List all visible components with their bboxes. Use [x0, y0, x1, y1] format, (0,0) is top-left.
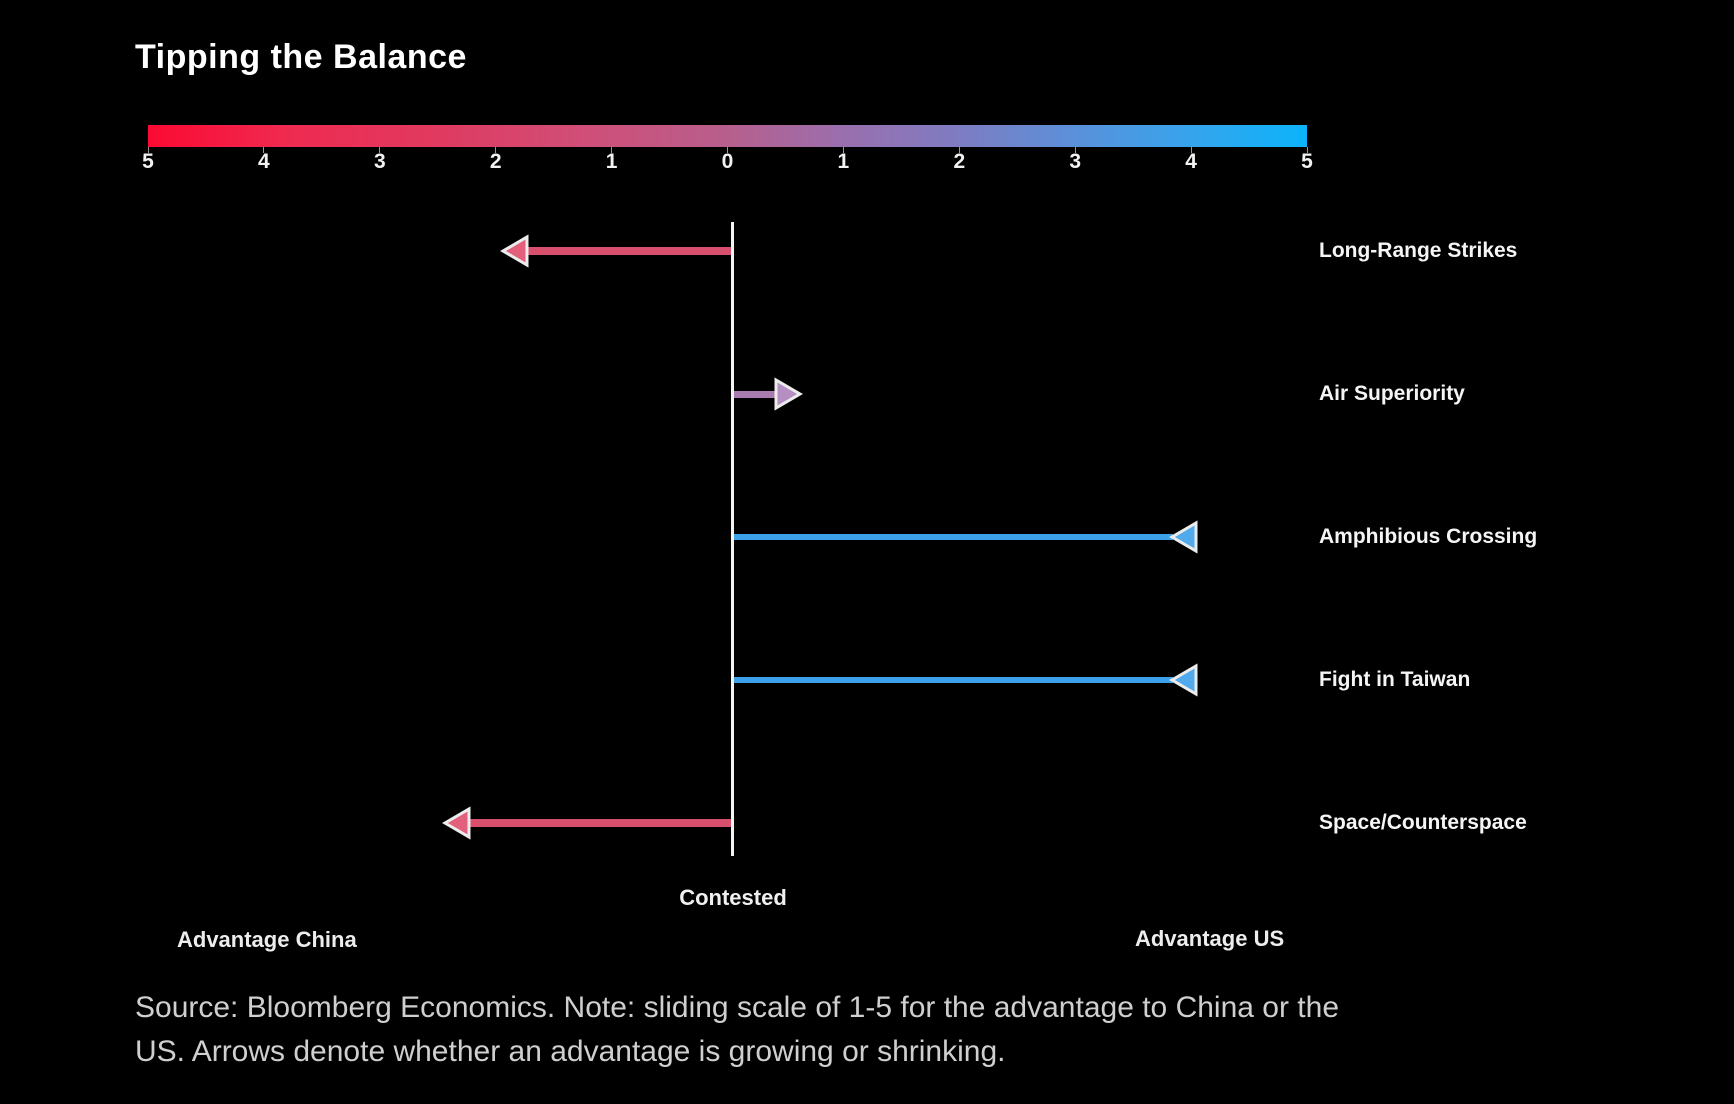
contested-label: Contested	[679, 885, 787, 910]
scale-tick-label: 4	[1185, 150, 1197, 173]
advantage-scale-gradient-bar	[148, 125, 1307, 147]
scale-tick-label: 5	[1301, 150, 1313, 173]
arrow-line	[734, 390, 777, 398]
scale-tick-mark	[611, 147, 613, 153]
arrow-head-icon	[1168, 663, 1199, 697]
category-label: Space/Counterspace	[1319, 811, 1527, 834]
category-label: Amphibious Crossing	[1319, 525, 1538, 548]
source-note: Source: Bloomberg Economics. Note: slidi…	[135, 986, 1575, 1074]
scale-tick-mark	[1074, 147, 1076, 153]
arrow-line	[526, 247, 734, 255]
arrow-line	[734, 677, 1173, 683]
source-note-line2: US. Arrows denote whether an advantage i…	[135, 1035, 1006, 1068]
scale-tick-label: 3	[373, 150, 386, 173]
scale-tick-label: 4	[258, 150, 270, 173]
arrow-line	[468, 819, 734, 827]
source-note-line1: Source: Bloomberg Economics. Note: slidi…	[135, 991, 1339, 1024]
scale-tick-mark	[379, 147, 381, 153]
category-label: Long-Range Strikes	[1319, 239, 1518, 262]
scale-tick-mark	[495, 147, 497, 153]
scale-tick-mark	[1190, 147, 1192, 153]
arrow-head-icon	[442, 806, 472, 840]
arrow-head-icon	[500, 234, 530, 268]
scale-tick-mark	[842, 147, 844, 153]
scale-tick-label: 1	[837, 150, 850, 173]
scale-tick-label: 2	[953, 150, 966, 173]
scale-tick-mark	[147, 147, 149, 153]
scale-tick-mark	[958, 147, 960, 153]
scale-tick-label: 2	[489, 150, 502, 173]
scale-tick-label: 0	[721, 150, 734, 173]
advantage-us-label: Advantage US	[1135, 926, 1285, 951]
scale-tick-label: 5	[142, 150, 154, 173]
contested-axis-line	[731, 222, 734, 856]
arrow-head-icon	[773, 377, 803, 411]
arrow-head-icon	[1168, 520, 1199, 554]
scale-tick-mark	[1306, 147, 1308, 153]
scale-tick-mark	[727, 147, 728, 153]
advantage-china-label: Advantage China	[177, 927, 357, 952]
scale-tick-mark	[263, 147, 265, 153]
scale-tick-label: 1	[605, 150, 618, 173]
arrow-line	[734, 534, 1173, 540]
category-label: Fight in Taiwan	[1319, 668, 1471, 691]
scale-tick-label: 3	[1069, 150, 1082, 173]
category-label: Air Superiority	[1319, 382, 1465, 405]
chart-title: Tipping the Balance	[135, 38, 467, 76]
